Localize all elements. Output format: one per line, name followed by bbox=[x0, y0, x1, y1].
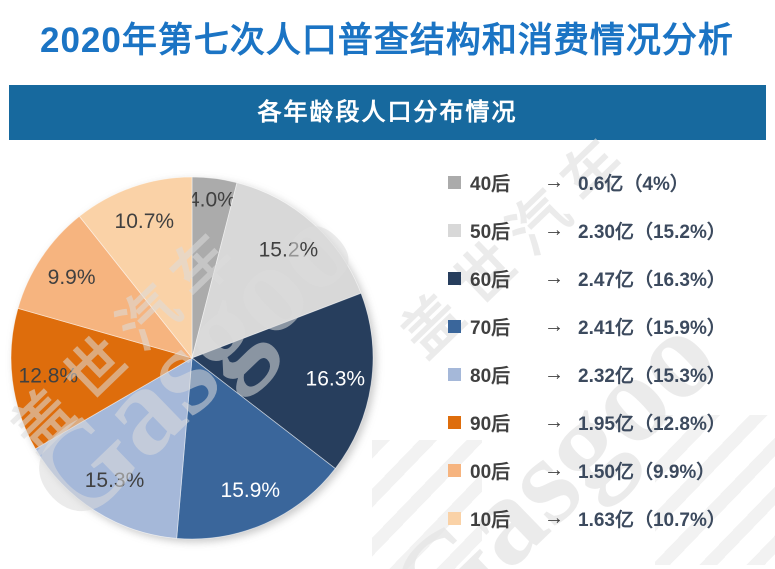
legend-value: 2.47亿（16.3%） bbox=[578, 269, 726, 291]
arrow-right-icon: → bbox=[544, 218, 564, 241]
legend-value: 2.32亿（15.3%） bbox=[578, 365, 726, 387]
legend-row-70后: 70后 → 2.41亿（15.9%） bbox=[448, 311, 726, 341]
arrow-right-icon: → bbox=[544, 458, 564, 481]
pie-percent-label-40后: 4.0% bbox=[188, 189, 236, 212]
legend-swatch-icon bbox=[448, 511, 461, 525]
arrow-right-icon: → bbox=[544, 170, 564, 193]
legend-row-10后: 10后 → 1.63亿（10.7%） bbox=[448, 503, 726, 533]
legend-value: 0.6亿（4%） bbox=[578, 173, 689, 195]
legend-row-60后: 60后 → 2.47亿（16.3%） bbox=[448, 263, 726, 293]
pie-percent-label-60后: 16.3% bbox=[306, 368, 366, 391]
legend-swatch-icon bbox=[448, 367, 461, 381]
arrow-right-icon: → bbox=[544, 266, 564, 289]
legend-value: 2.41亿（15.9%） bbox=[578, 317, 726, 339]
legend-label: 00后 bbox=[470, 461, 511, 483]
section-header-banner: 各年龄段人口分布情况 bbox=[9, 85, 766, 140]
legend-swatch-icon bbox=[448, 271, 461, 285]
legend-value: 1.63亿（10.7%） bbox=[578, 509, 726, 531]
legend-swatch-icon bbox=[448, 175, 461, 189]
legend-row-90后: 90后 → 1.95亿（12.8%） bbox=[448, 407, 726, 437]
legend-row-00后: 00后 → 1.50亿（9.9%） bbox=[448, 455, 726, 485]
pie-chart: 4.0% 15.2% 16.3% 15.9% 15.3% 12.8% 9.9% 10.7% bbox=[10, 176, 374, 540]
legend-value: 2.30亿（15.2%） bbox=[578, 221, 726, 243]
legend-value: 1.50亿（9.9%） bbox=[578, 461, 716, 483]
legend-label: 90后 bbox=[470, 413, 511, 435]
pie-percent-label-80后: 15.3% bbox=[85, 469, 145, 492]
pie-slice-80后 bbox=[34, 357, 193, 539]
pie-slice-50后 bbox=[191, 182, 362, 359]
legend-row-40后: 40后 → 0.6亿（4%） bbox=[448, 167, 726, 197]
chart-legend: 40后 → 0.6亿（4%） 50后 → 2.30亿（15.2%） 60后 → 2.47亿（16… bbox=[448, 167, 726, 551]
pie-slice-70后 bbox=[176, 357, 336, 540]
arrow-right-icon: → bbox=[544, 362, 564, 385]
pie-slice-90后 bbox=[10, 307, 194, 450]
pie-percent-label-00后: 9.9% bbox=[48, 266, 96, 289]
legend-label: 80后 bbox=[470, 365, 511, 387]
legend-value: 1.95亿（12.8%） bbox=[578, 413, 726, 435]
legend-swatch-icon bbox=[448, 463, 461, 477]
legend-label: 10后 bbox=[470, 509, 511, 531]
pie-percent-label-90后: 12.8% bbox=[19, 364, 79, 387]
arrow-right-icon: → bbox=[544, 506, 564, 529]
legend-swatch-icon bbox=[448, 223, 461, 237]
legend-swatch-icon bbox=[448, 319, 461, 333]
pie-percent-label-10后: 10.7% bbox=[115, 210, 175, 233]
page-title: 2020年第七次人口普查结构和消费情况分析 bbox=[40, 21, 734, 60]
legend-label: 60后 bbox=[470, 269, 511, 291]
pie-slice-60后 bbox=[191, 292, 374, 470]
legend-label: 70后 bbox=[470, 317, 511, 339]
section-header-title: 各年龄段人口分布情况 bbox=[257, 99, 518, 126]
legend-swatch-icon bbox=[448, 415, 461, 429]
arrow-right-icon: → bbox=[544, 410, 564, 433]
pie-percent-label-50后: 15.2% bbox=[259, 238, 319, 261]
pie-percent-label-70后: 15.9% bbox=[221, 479, 281, 502]
pie-slice-00后 bbox=[17, 215, 194, 359]
arrow-right-icon: → bbox=[544, 314, 564, 337]
pie-slice-10后 bbox=[78, 176, 193, 360]
legend-label: 40后 bbox=[470, 173, 511, 195]
legend-row-50后: 50后 → 2.30亿（15.2%） bbox=[448, 215, 726, 245]
legend-row-80后: 80后 → 2.32亿（15.3%） bbox=[448, 359, 726, 389]
legend-label: 50后 bbox=[470, 221, 511, 243]
